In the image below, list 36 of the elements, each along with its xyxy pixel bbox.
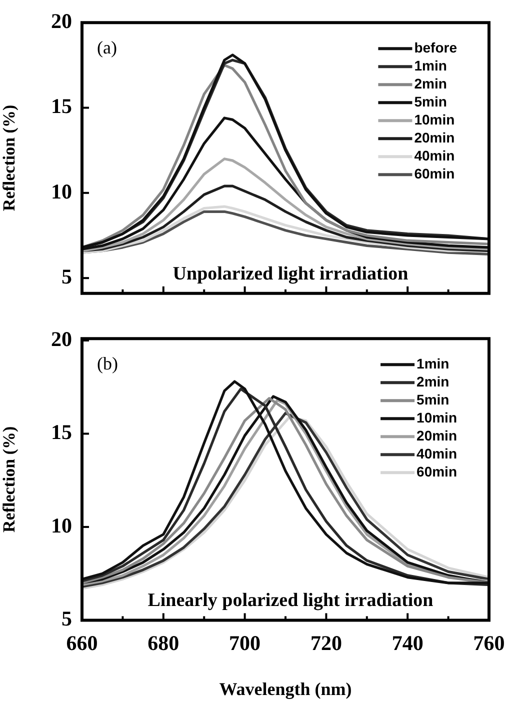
annotation: Linearly polarized light irradiation bbox=[148, 590, 434, 612]
legend-label: 1min bbox=[414, 57, 447, 74]
y-tick-label: 15 bbox=[51, 420, 72, 444]
legend-label: 5min bbox=[414, 93, 447, 110]
y-tick-label: 5 bbox=[62, 606, 72, 631]
annotation: Unpolarized light irradiation bbox=[172, 263, 409, 284]
x-tick-label: 680 bbox=[148, 631, 180, 656]
legend-label: 2min bbox=[416, 373, 450, 390]
x-tick-label: 660 bbox=[66, 631, 98, 656]
legend-label: 60min bbox=[414, 165, 455, 182]
annotation: (b) bbox=[97, 354, 118, 374]
y-axis-title: Reflection (%) bbox=[0, 426, 19, 533]
x-tick-label: 720 bbox=[310, 631, 342, 656]
y-axis-title: Reflection (%) bbox=[0, 104, 19, 212]
x-tick-label: 740 bbox=[392, 631, 424, 656]
y-tick-label: 20 bbox=[51, 9, 72, 34]
legend-label: 2min bbox=[414, 75, 447, 92]
annotation: (a) bbox=[97, 38, 117, 58]
legend-label: 10min bbox=[416, 409, 458, 426]
x-axis-title: Wavelength (nm) bbox=[219, 678, 352, 699]
x-tick-label: 760 bbox=[473, 631, 505, 656]
legend-label: 5min bbox=[416, 391, 450, 408]
x-tick-label: 700 bbox=[229, 631, 261, 656]
legend-label: 1min bbox=[416, 355, 450, 372]
y-tick-label: 10 bbox=[51, 179, 72, 204]
legend-label: 20min bbox=[416, 427, 458, 444]
y-tick-label: 20 bbox=[51, 326, 72, 351]
y-tick-label: 15 bbox=[51, 94, 72, 118]
legend-label: before bbox=[414, 39, 458, 56]
legend-label: 40min bbox=[416, 445, 458, 462]
legend-label: 40min bbox=[414, 147, 455, 164]
legend-label: 10min bbox=[414, 111, 455, 128]
y-tick-label: 10 bbox=[51, 513, 72, 538]
legend-label: 20min bbox=[414, 129, 455, 146]
y-tick-label: 5 bbox=[62, 264, 72, 288]
legend-label: 60min bbox=[416, 463, 458, 480]
